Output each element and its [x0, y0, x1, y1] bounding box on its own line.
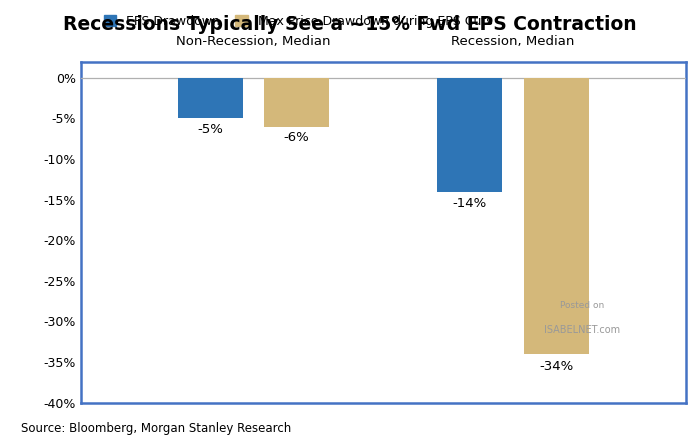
- Text: Recession, Median: Recession, Median: [452, 35, 575, 48]
- Text: -34%: -34%: [539, 360, 573, 374]
- Bar: [524, 78, 589, 354]
- Text: ISABELNET.com: ISABELNET.com: [544, 325, 620, 334]
- Bar: [178, 78, 243, 118]
- Text: Posted on: Posted on: [560, 301, 604, 310]
- Text: -5%: -5%: [197, 123, 223, 136]
- Text: -6%: -6%: [284, 132, 309, 144]
- Bar: [438, 78, 502, 191]
- Legend: EPS Drawdown, Max Price Drawdown during EPS Cuts: EPS Drawdown, Max Price Drawdown during …: [99, 10, 498, 33]
- Text: Recessions Typically See a ~15% Fwd EPS Contraction: Recessions Typically See a ~15% Fwd EPS …: [63, 15, 637, 34]
- Text: Source: Bloomberg, Morgan Stanley Research: Source: Bloomberg, Morgan Stanley Resear…: [21, 422, 291, 435]
- Text: -14%: -14%: [453, 197, 487, 210]
- Text: Non-Recession, Median: Non-Recession, Median: [176, 35, 330, 48]
- Bar: [265, 78, 329, 127]
